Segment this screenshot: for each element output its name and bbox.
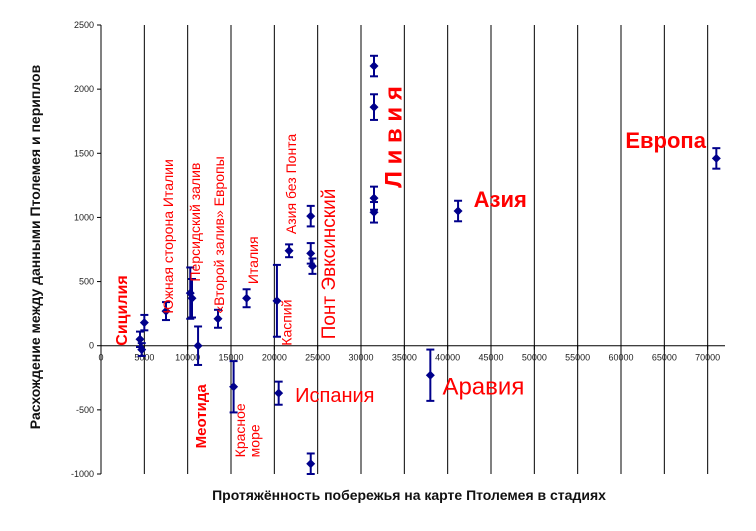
diamond-marker	[274, 388, 284, 398]
data-point	[187, 278, 197, 319]
annotation-label: Сицилия	[114, 275, 131, 345]
data-point	[369, 54, 379, 78]
data-point	[306, 242, 316, 265]
diamond-marker	[711, 153, 721, 163]
x-tick-label: 0	[98, 353, 103, 363]
data-point	[306, 452, 316, 475]
x-tick-label: 10000	[175, 353, 200, 363]
data-point	[193, 325, 203, 366]
diamond-marker	[229, 382, 239, 392]
x-tick-label: 5000	[134, 353, 154, 363]
y-tick-label: -1000	[71, 469, 94, 479]
diamond-marker	[306, 211, 316, 221]
y-axis-title: Расхождение между данными Птолемея и пер…	[27, 64, 43, 429]
diamond-marker	[161, 306, 171, 316]
x-axis-title: Протяжённость побережья на карте Птолеме…	[212, 487, 606, 503]
y-tick-label: 0	[89, 341, 94, 351]
diamond-marker	[425, 370, 435, 380]
diamond-marker	[369, 207, 379, 217]
diamond-marker	[369, 193, 379, 203]
x-tick-label: 70000	[695, 353, 720, 363]
y-tick-label: 2500	[74, 20, 94, 30]
data-point	[274, 380, 284, 406]
data-point	[213, 308, 223, 329]
data-point	[369, 201, 379, 224]
data-point	[161, 301, 171, 322]
diamond-marker	[137, 345, 147, 355]
annotation-label: Южная сторона Италии	[160, 159, 176, 313]
annotation-label: Азия	[474, 187, 527, 212]
diamond-marker	[187, 293, 197, 303]
axes	[97, 24, 725, 475]
diamond-marker	[193, 341, 203, 351]
annotation-label: Италия	[245, 236, 261, 284]
x-tick-label: 50000	[522, 353, 547, 363]
annotation-label: Л и в и я	[381, 86, 408, 188]
data-point	[453, 199, 463, 223]
y-tick-label: 1500	[74, 148, 94, 158]
diamond-marker	[139, 318, 149, 328]
data-point	[306, 204, 316, 228]
data-point	[272, 263, 282, 338]
diamond-marker	[453, 206, 463, 216]
x-tick-label: 60000	[608, 353, 633, 363]
annotation-label: Персидский залив	[187, 163, 203, 282]
x-tick-label: 55000	[565, 353, 590, 363]
y-tick-label: 500	[79, 277, 94, 287]
diamond-marker	[213, 314, 223, 324]
diamond-marker	[284, 246, 294, 256]
data-point	[425, 348, 435, 402]
annotation-label: Аравия	[442, 373, 524, 400]
annotation-label: Меотида	[193, 384, 210, 449]
annotation-label: Азия без Понта	[283, 134, 299, 235]
data-point	[307, 257, 317, 275]
x-tick-label: 35000	[392, 353, 417, 363]
data-point	[135, 330, 145, 348]
diamond-marker	[369, 102, 379, 112]
annotation-label: Европа	[625, 128, 706, 153]
diamond-marker	[306, 248, 316, 258]
annotation-label: «Второй залив» Европы	[211, 156, 227, 313]
x-tick-label: 25000	[305, 353, 330, 363]
y-tick-label: 2000	[74, 84, 94, 94]
data-point	[711, 147, 721, 170]
diamond-marker	[369, 61, 379, 71]
data-point	[229, 360, 239, 414]
grid-lines	[143, 25, 709, 474]
diamond-marker	[135, 334, 145, 344]
diamond-marker	[306, 459, 316, 469]
data-point	[369, 93, 379, 121]
annotation-label: Каспий	[279, 300, 295, 346]
data-point	[137, 342, 147, 357]
annotations: Сицилия Южная сторона Италии Персидский за…	[114, 86, 707, 457]
x-tick-label: 20000	[262, 353, 287, 363]
data-point	[284, 243, 294, 259]
data-points	[135, 54, 721, 475]
x-tick-label: 65000	[652, 353, 677, 363]
data-point	[139, 313, 149, 332]
y-tick-label: -500	[76, 405, 94, 415]
x-tick-label: 40000	[435, 353, 460, 363]
diamond-marker	[307, 261, 317, 271]
annotation-label: Понт Эвксинский	[319, 189, 340, 340]
x-tick-label: 15000	[218, 353, 243, 363]
diamond-marker	[242, 293, 252, 303]
x-tick-label: 30000	[348, 353, 373, 363]
annotation-label: Красное	[232, 403, 248, 457]
diamond-marker	[272, 296, 282, 306]
annotation-label: море	[247, 424, 263, 457]
y-tick-label: 1000	[74, 212, 94, 222]
annotation-label: Испания	[295, 385, 374, 407]
x-tick-label: 45000	[478, 353, 503, 363]
data-point	[242, 288, 252, 309]
